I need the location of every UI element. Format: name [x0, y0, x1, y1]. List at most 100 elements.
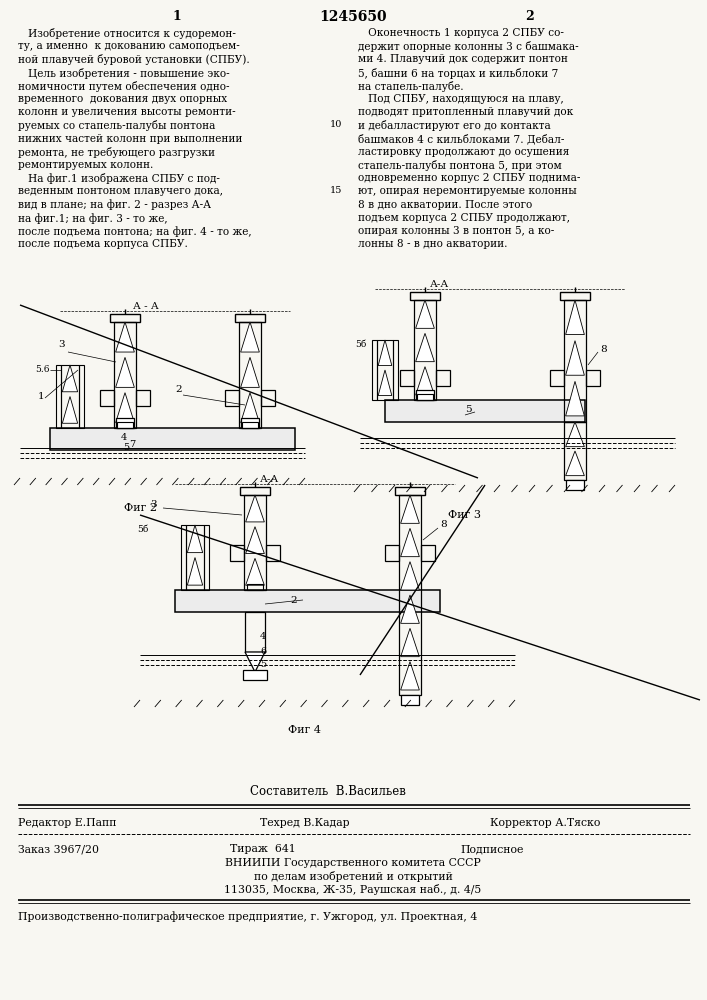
Text: 5.6: 5.6 — [35, 365, 49, 374]
Text: держит опорные колонны 3 с башмака-: держит опорные колонны 3 с башмака- — [358, 41, 578, 52]
Text: опирая колонны 3 в понтон 5, а ко-: опирая колонны 3 в понтон 5, а ко- — [358, 226, 554, 236]
Text: 3: 3 — [58, 340, 64, 349]
Polygon shape — [566, 300, 585, 335]
Text: ту, а именно  к докованию самоподъем-: ту, а именно к докованию самоподъем- — [18, 41, 240, 51]
Text: руемых со стапель-палубы понтона: руемых со стапель-палубы понтона — [18, 120, 216, 131]
Text: подъем корпуса 2 СПБУ продолжают,: подъем корпуса 2 СПБУ продолжают, — [358, 213, 570, 223]
Polygon shape — [245, 652, 265, 672]
Text: 8: 8 — [440, 520, 447, 529]
Bar — [79, 365, 84, 428]
Text: 4: 4 — [121, 433, 127, 442]
Polygon shape — [187, 558, 203, 585]
Bar — [436, 370, 450, 386]
Bar — [175, 590, 440, 612]
Text: Цель изобретения - повышение эко-: Цель изобретения - повышение эко- — [18, 68, 230, 79]
Bar — [116, 418, 134, 428]
Bar — [564, 422, 586, 480]
Polygon shape — [566, 451, 585, 476]
Polygon shape — [62, 365, 78, 392]
Text: и дебалластируют его до контакта: и дебалластируют его до контакта — [358, 120, 551, 131]
Bar — [393, 340, 398, 400]
Text: 5: 5 — [465, 405, 472, 414]
Polygon shape — [401, 562, 419, 590]
Polygon shape — [187, 525, 203, 553]
Bar — [100, 390, 114, 406]
Bar — [417, 394, 433, 400]
Bar — [235, 314, 265, 322]
Bar — [414, 300, 436, 400]
Bar — [395, 487, 425, 495]
Polygon shape — [401, 495, 419, 523]
Text: вид в плане; на фиг. 2 - разрез А-А: вид в плане; на фиг. 2 - разрез А-А — [18, 200, 211, 210]
Text: 5, башни 6 на торцах и кильблоки 7: 5, башни 6 на торцах и кильблоки 7 — [358, 68, 559, 79]
Bar — [385, 545, 399, 561]
Text: Оконечность 1 корпуса 2 СПБУ со-: Оконечность 1 корпуса 2 СПБУ со- — [358, 28, 564, 38]
Bar — [377, 340, 393, 400]
Text: Тираж  641: Тираж 641 — [230, 844, 296, 854]
Text: 5: 5 — [260, 660, 266, 669]
Polygon shape — [416, 333, 434, 362]
Text: временного  докования двух опорных: временного докования двух опорных — [18, 94, 227, 104]
Bar — [400, 370, 414, 386]
Bar — [385, 400, 585, 422]
Text: ми 4. Плавучий док содержит понтон: ми 4. Плавучий док содержит понтон — [358, 54, 568, 64]
Text: 1: 1 — [173, 10, 182, 23]
Text: 4: 4 — [260, 632, 267, 641]
Text: Изобретение относится к судоремон-: Изобретение относится к судоремон- — [18, 28, 236, 39]
Polygon shape — [240, 393, 259, 423]
Text: А - А: А - А — [133, 302, 159, 311]
Bar — [61, 365, 79, 428]
Bar — [416, 390, 434, 400]
Text: А-А: А-А — [260, 475, 279, 484]
Bar — [372, 340, 377, 400]
Text: ВНИИПИ Государственного комитета СССР: ВНИИПИ Государственного комитета СССР — [225, 858, 481, 868]
Text: ластировку продолжают до осушения: ластировку продолжают до осушения — [358, 147, 569, 157]
Bar — [239, 322, 261, 428]
Text: 7: 7 — [129, 440, 135, 449]
Text: номичности путем обеспечения одно-: номичности путем обеспечения одно- — [18, 81, 230, 92]
Text: колонн и увеличения высоты ремонти-: колонн и увеличения высоты ремонти- — [18, 107, 235, 117]
Text: 5б: 5б — [355, 340, 366, 349]
Text: 2: 2 — [175, 385, 182, 394]
Polygon shape — [566, 381, 585, 416]
Polygon shape — [245, 495, 264, 522]
Bar — [50, 428, 295, 450]
Polygon shape — [416, 300, 434, 328]
Polygon shape — [245, 558, 264, 585]
Text: 2: 2 — [290, 596, 297, 605]
Text: одновременно корпус 2 СПБУ поднима-: одновременно корпус 2 СПБУ поднима- — [358, 173, 580, 183]
Text: 3: 3 — [150, 500, 157, 509]
Text: Редактор Е.Папп: Редактор Е.Папп — [18, 818, 117, 828]
Text: Подписное: Подписное — [460, 844, 523, 854]
Bar — [266, 545, 280, 561]
Text: башмаков 4 с кильблоками 7. Дебал-: башмаков 4 с кильблоками 7. Дебал- — [358, 134, 564, 144]
Text: Корректор А.Тяско: Корректор А.Тяско — [490, 818, 600, 828]
Text: Производственно-полиграфическое предприятие, г. Ужгород, ул. Проектная, 4: Производственно-полиграфическое предприя… — [18, 911, 477, 922]
Bar — [410, 292, 440, 300]
Text: 2: 2 — [525, 10, 534, 23]
Bar — [243, 670, 267, 680]
Text: Техред В.Кадар: Техред В.Кадар — [260, 818, 350, 828]
Text: на фиг.1; на фиг. 3 - то же,: на фиг.1; на фиг. 3 - то же, — [18, 213, 168, 224]
Text: лонны 8 - в дно акватории.: лонны 8 - в дно акватории. — [358, 239, 508, 249]
Polygon shape — [116, 357, 134, 387]
Polygon shape — [378, 340, 392, 365]
Bar — [564, 300, 586, 422]
Text: подводят притопленный плавучий док: подводят притопленный плавучий док — [358, 107, 573, 117]
Bar — [550, 370, 564, 386]
Text: ремонта, не требующего разгрузки: ремонта, не требующего разгрузки — [18, 147, 215, 158]
Text: Фиг 4: Фиг 4 — [288, 725, 322, 735]
Bar — [181, 525, 186, 590]
Text: Составитель  В.Васильев: Составитель В.Васильев — [250, 785, 406, 798]
Bar — [247, 584, 263, 590]
Text: 15: 15 — [329, 186, 342, 195]
Bar — [560, 292, 590, 300]
Bar — [244, 495, 266, 590]
Bar — [110, 314, 140, 322]
Text: 8 в дно акватории. После этого: 8 в дно акватории. После этого — [358, 200, 532, 210]
Text: Фиг 3: Фиг 3 — [448, 510, 481, 520]
Bar — [240, 487, 270, 495]
Bar — [136, 390, 150, 406]
Polygon shape — [401, 595, 419, 623]
Bar — [204, 525, 209, 590]
